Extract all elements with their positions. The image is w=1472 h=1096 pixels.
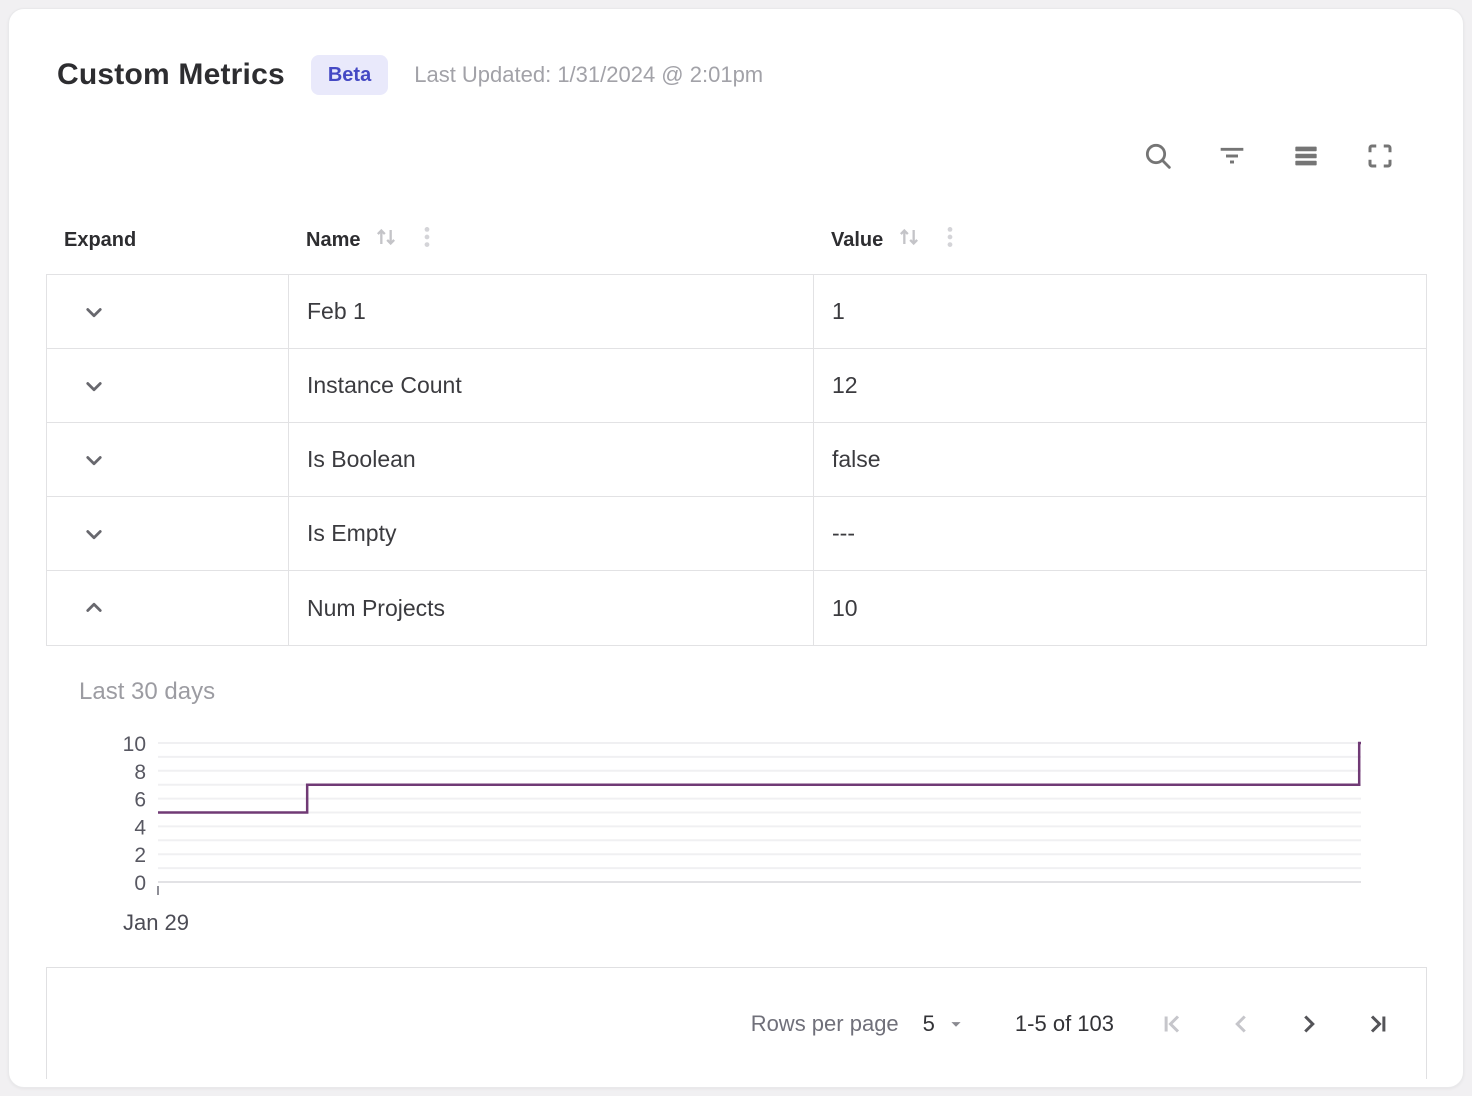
expand-cell [47,275,289,348]
caret-down-icon [951,1021,961,1027]
table-row[interactable]: Num Projects 10 [47,571,1426,645]
chevron-down-icon [86,381,102,391]
last-page-button[interactable] [1362,1009,1392,1039]
expand-row-button[interactable] [77,517,111,551]
chevron-down-icon [86,307,102,317]
expand-row-button[interactable] [77,295,111,329]
expand-row-button[interactable] [77,443,111,477]
name-cell: Instance Count [289,349,814,422]
table-row[interactable]: Is Boolean false [47,423,1426,497]
search-button[interactable] [1141,139,1175,173]
svg-text:8: 8 [134,761,146,784]
table-row[interactable]: Is Empty --- [47,497,1426,571]
svg-text:6: 6 [134,789,146,812]
name-cell: Num Projects [289,571,814,645]
column-header-expand: Expand [46,229,288,252]
column-header-name[interactable]: Name [288,223,813,257]
pagination-controls [1158,1009,1392,1039]
grid-body: Feb 1 1 Instance Count 12 Is Boole [46,274,1427,646]
pagination-range-label: 1-5 of 103 [1014,1010,1114,1036]
sort-icon[interactable] [895,223,923,257]
table-row[interactable]: Feb 1 1 [47,275,1426,349]
table-row[interactable]: Instance Count 12 [47,349,1426,423]
svg-text:10: 10 [123,733,146,756]
last-updated-text: Last Updated: 1/31/2024 @ 2:01pm [414,62,764,87]
fullscreen-button[interactable] [1363,139,1397,173]
page-title: Custom Metrics [57,58,285,91]
sort-icon[interactable] [372,223,400,257]
value-cell: false [832,446,881,472]
first-page-icon [1164,1014,1180,1033]
name-cell: Feb 1 [289,275,814,348]
previous-page-button [1226,1009,1256,1039]
grid-footer: Rows per page 5 1-5 of 103 [46,967,1427,1079]
column-menu-icon[interactable] [414,224,440,256]
column-header-value-label: Value [831,228,884,251]
rows-per-page-value: 5 [922,1010,935,1036]
column-header-value[interactable]: Value [813,223,1427,257]
expand-row-button[interactable] [77,369,111,403]
beta-badge: Beta [310,55,389,95]
name-cell: Is Boolean [289,423,814,496]
metric-line-chart: 0 2 4 6 8 10 Jan 29 [123,733,1361,935]
svg-text:2: 2 [134,844,146,867]
svg-text:0: 0 [134,872,146,895]
grid-header-row: Expand Name Value [46,206,1427,274]
name-cell: Is Empty [289,497,814,570]
chevron-right-icon [1304,1014,1315,1033]
fullscreen-icon [1365,141,1395,171]
custom-metrics-card: Custom Metrics Beta Last Updated: 1/31/2… [8,8,1464,1088]
svg-text:Jan 29: Jan 29 [123,910,189,935]
chevron-down-icon [86,529,102,539]
collapse-row-button[interactable] [77,591,111,625]
column-header-name-label: Name [306,228,361,251]
last-page-icon [1370,1014,1386,1033]
column-header-expand-label: Expand [64,228,137,251]
density-button[interactable] [1289,139,1323,173]
data-grid: Expand Name Value [46,206,1427,646]
chevron-down-icon [86,455,102,465]
value-cell: 1 [832,298,845,324]
rows-per-page-label: Rows per page [750,1010,899,1036]
value-cell: 12 [832,372,858,398]
value-cell: --- [832,520,855,546]
chevron-left-icon [1235,1014,1246,1033]
filter-button[interactable] [1215,139,1249,173]
svg-text:4: 4 [134,816,146,839]
search-icon [1142,140,1174,172]
expand-cell [47,423,289,496]
card-header: Custom Metrics Beta Last Updated: 1/31/2… [9,9,1463,95]
rows-per-page-select[interactable]: 5 [923,1011,967,1037]
expand-cell [47,571,289,645]
filter-icon [1216,140,1248,172]
density-icon [1290,140,1322,172]
row-detail-panel: Last 30 days 0 2 4 6 8 10 Jan 29 [46,646,1427,936]
first-page-button [1158,1009,1188,1039]
grid-toolbar [9,125,1463,187]
chevron-up-icon [86,602,102,612]
next-page-button[interactable] [1294,1009,1324,1039]
column-menu-icon[interactable] [937,224,963,256]
expand-cell [47,497,289,570]
expand-cell [47,349,289,422]
chart-title: Last 30 days [79,678,216,705]
value-cell: 10 [832,594,858,621]
